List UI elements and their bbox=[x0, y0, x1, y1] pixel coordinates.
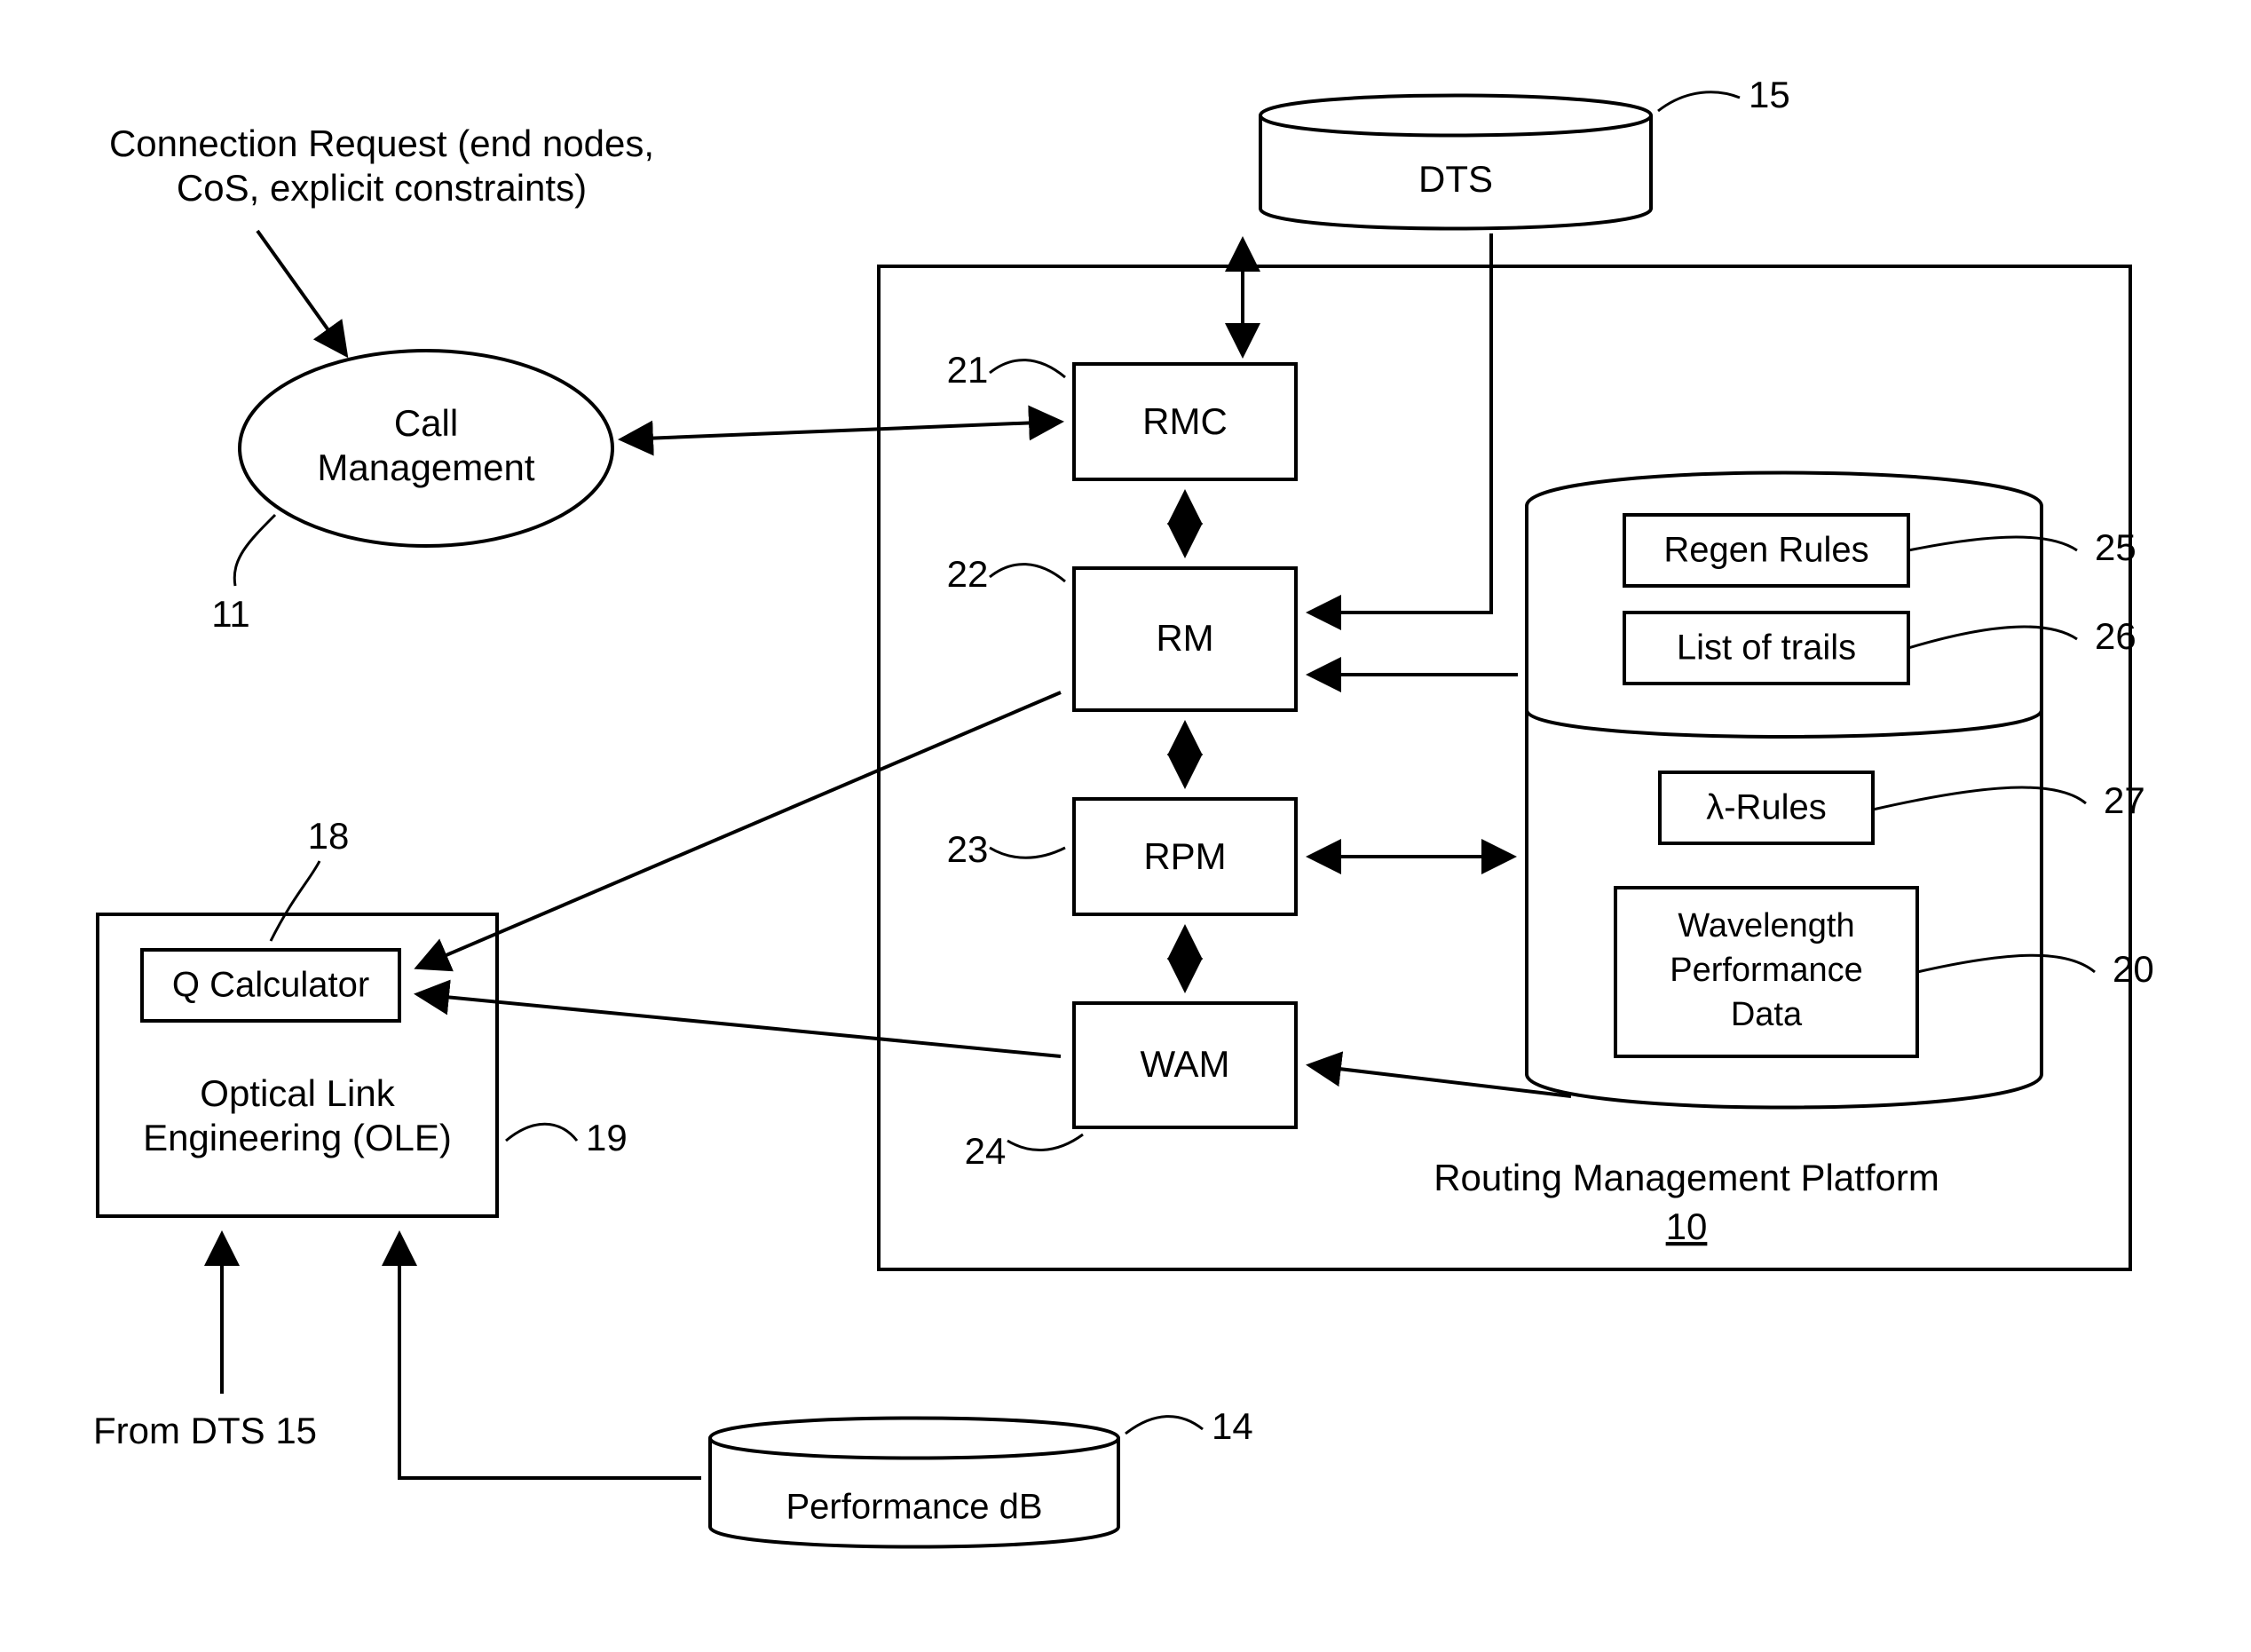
list-of-trails-label: List of trails bbox=[1677, 628, 1856, 668]
regen-rules-label: Regen Rules bbox=[1663, 531, 1868, 570]
call-mgmt-label-1: Call bbox=[394, 402, 458, 444]
ref-11: 11 bbox=[211, 593, 250, 635]
ref-20: 20 bbox=[2113, 948, 2154, 990]
performance-db-cylinder: Performance dB bbox=[710, 1419, 1118, 1547]
wpd-label-2: Performance bbox=[1670, 952, 1863, 989]
dts-label: DTS bbox=[1418, 158, 1493, 200]
ref-14: 14 bbox=[1212, 1405, 1253, 1447]
performance-db-label: Performance dB bbox=[786, 1488, 1042, 1527]
ole-label-1: Optical Link bbox=[200, 1072, 395, 1114]
conn-req-arrow bbox=[257, 231, 346, 355]
q-calculator-label: Q Calculator bbox=[172, 966, 369, 1005]
rmp-ref: 10 bbox=[1666, 1205, 1708, 1247]
wpd-label-1: Wavelength bbox=[1678, 907, 1854, 945]
lambda-rules-label: λ-Rules bbox=[1706, 788, 1827, 827]
dts-cylinder: DTS bbox=[1260, 96, 1651, 229]
ref-25: 25 bbox=[2095, 526, 2136, 568]
rpm-label: RPM bbox=[1143, 835, 1226, 877]
ref-19: 19 bbox=[586, 1117, 628, 1158]
ref-27: 27 bbox=[2104, 779, 2145, 821]
ref-21: 21 bbox=[947, 349, 989, 391]
edge-perfdb-ole bbox=[399, 1234, 701, 1478]
ole-label-2: Engineering (OLE) bbox=[143, 1117, 452, 1158]
wam-label: WAM bbox=[1140, 1043, 1229, 1085]
conn-req-line2: CoS, explicit constraints) bbox=[177, 167, 587, 209]
ref-23: 23 bbox=[947, 828, 989, 870]
conn-req-line1: Connection Request (end nodes, bbox=[109, 123, 654, 164]
rmc-label: RMC bbox=[1142, 400, 1228, 442]
rm-label: RM bbox=[1156, 617, 1213, 659]
ref-26: 26 bbox=[2095, 615, 2136, 657]
from-dts-label: From DTS 15 bbox=[93, 1410, 317, 1451]
ref-18: 18 bbox=[308, 815, 350, 857]
call-mgmt-label-2: Management bbox=[317, 447, 534, 488]
rmp-label: Routing Management Platform bbox=[1434, 1157, 1939, 1198]
ref-24: 24 bbox=[965, 1130, 1007, 1172]
wpd-label-3: Data bbox=[1731, 996, 1803, 1033]
ref-15: 15 bbox=[1749, 74, 1790, 115]
ref-22: 22 bbox=[947, 553, 989, 595]
